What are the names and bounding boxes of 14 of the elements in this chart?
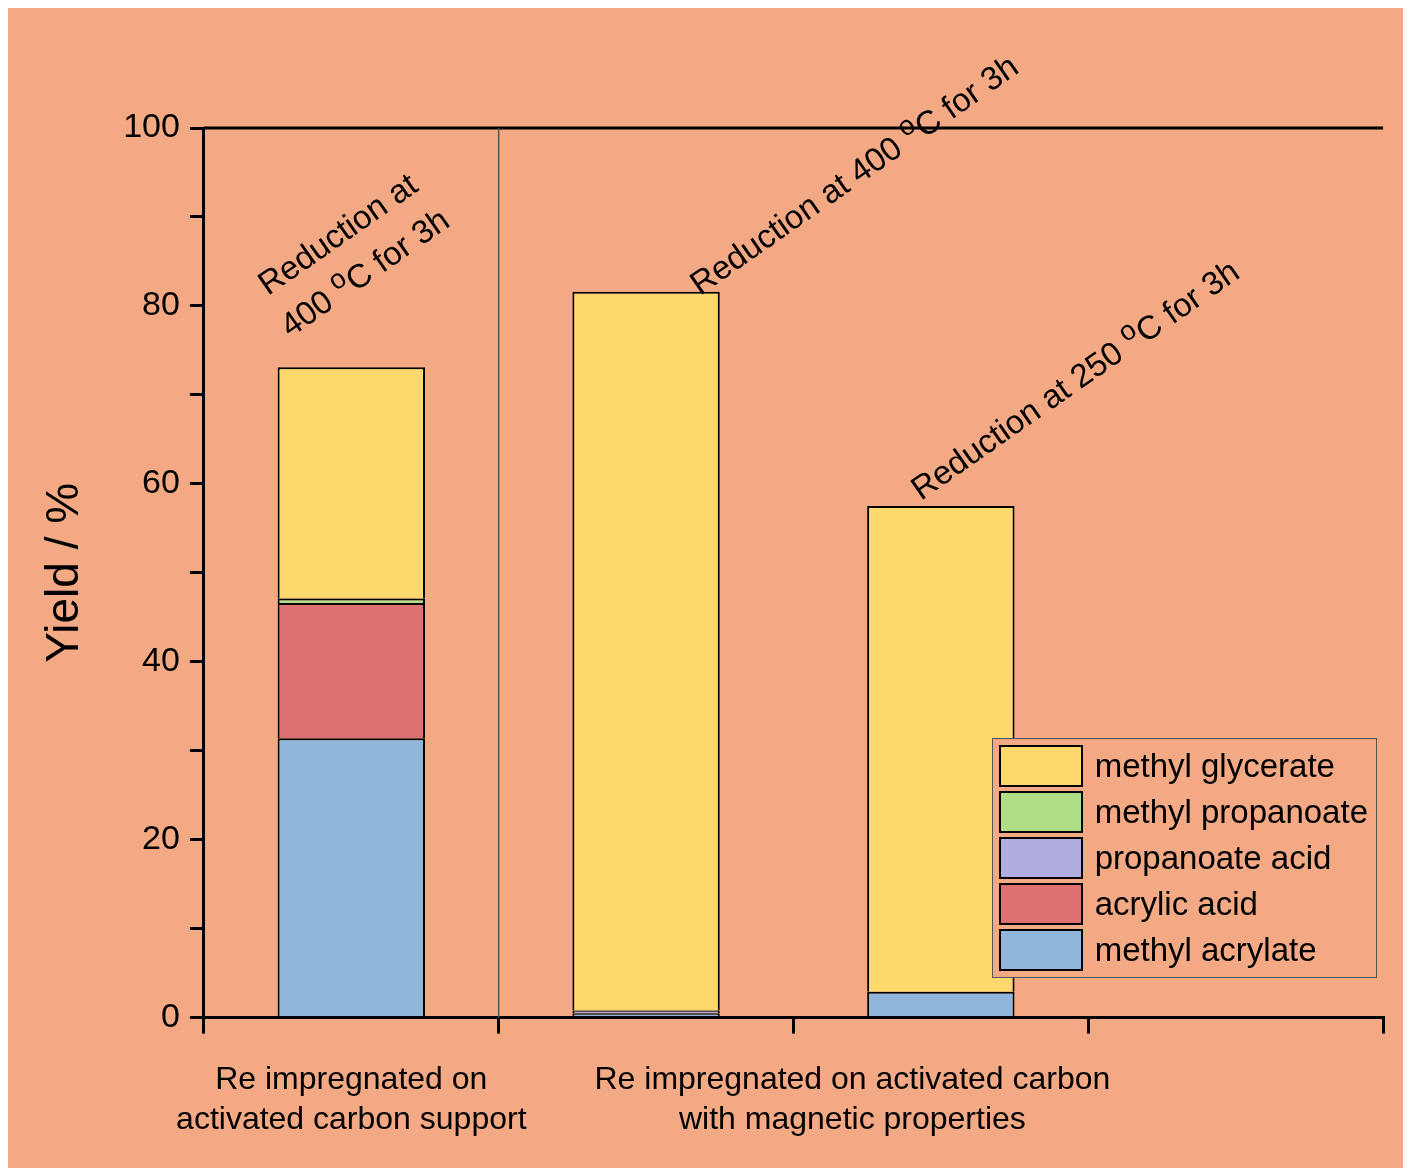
- legend-label: methyl glycerate: [1094, 746, 1335, 785]
- legend-label: methyl acrylate: [1094, 930, 1317, 969]
- text: Re impregnated on activated carbon support: [176, 1058, 527, 1138]
- y-axis-title: Yield / %: [36, 482, 89, 663]
- legend-label: acrylic acid: [1094, 884, 1258, 923]
- legend-label: methyl propanoate: [1094, 792, 1368, 831]
- y-tick-label: 60: [142, 462, 180, 501]
- y-tick-label: 80: [142, 284, 180, 323]
- text: Re impregnated on activated carbon with magnetic properties: [594, 1058, 1111, 1138]
- y-tick-label: 0: [161, 995, 180, 1034]
- y-tick-label: 40: [142, 640, 180, 679]
- y-tick-label: 100: [123, 106, 180, 145]
- y-tick-label: 20: [142, 818, 180, 857]
- legend-label: propanoate acid: [1094, 838, 1332, 877]
